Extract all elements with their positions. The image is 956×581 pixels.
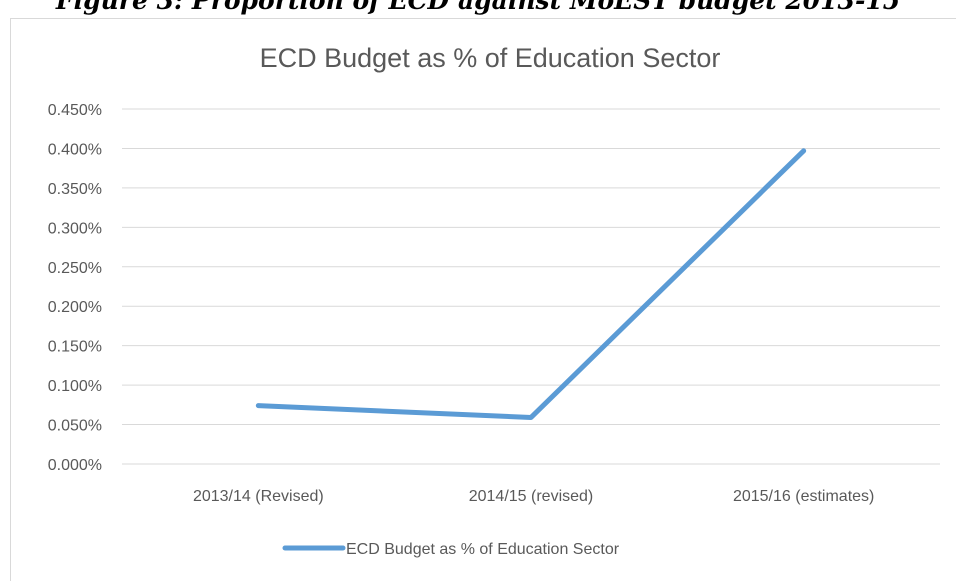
y-tick-label: 0.250%	[48, 260, 102, 277]
y-tick-label: 0.000%	[48, 457, 102, 474]
x-tick-label: 2014/15 (revised)	[469, 488, 594, 505]
y-axis-tick-labels: 0.000% 0.050% 0.100% 0.150% 0.200% 0.250% 0.30…	[48, 102, 102, 474]
y-tick-label: 0.400%	[48, 141, 102, 158]
y-tick-label: 0.350%	[48, 181, 102, 198]
gridlines	[122, 108, 940, 465]
chart-frame	[10, 18, 956, 581]
y-tick-label: 0.150%	[48, 339, 102, 356]
series-lines	[255, 148, 807, 420]
y-tick-label: 0.300%	[48, 220, 102, 237]
y-tick-label: 0.450%	[48, 102, 102, 119]
y-tick-label: 0.200%	[48, 299, 102, 316]
chart-title: ECD Budget as % of Education Sector	[260, 43, 721, 73]
x-tick-label: 2013/14 (Revised)	[193, 488, 324, 505]
x-axis-tick-labels: 2013/14 (Revised) 2014/15 (revised) 2015/1…	[193, 488, 874, 505]
legend-label: ECD Budget as % of Education Sector	[346, 541, 620, 558]
figure-caption: Figure 3: Proportion of ECD against MoES…	[55, 0, 901, 15]
series-line	[255, 148, 807, 420]
x-tick-label: 2015/16 (estimates)	[733, 488, 874, 505]
y-tick-label: 0.050%	[48, 418, 102, 435]
legend: ECD Budget as % of Education Sector	[282, 541, 620, 558]
y-tick-label: 0.100%	[48, 378, 102, 395]
